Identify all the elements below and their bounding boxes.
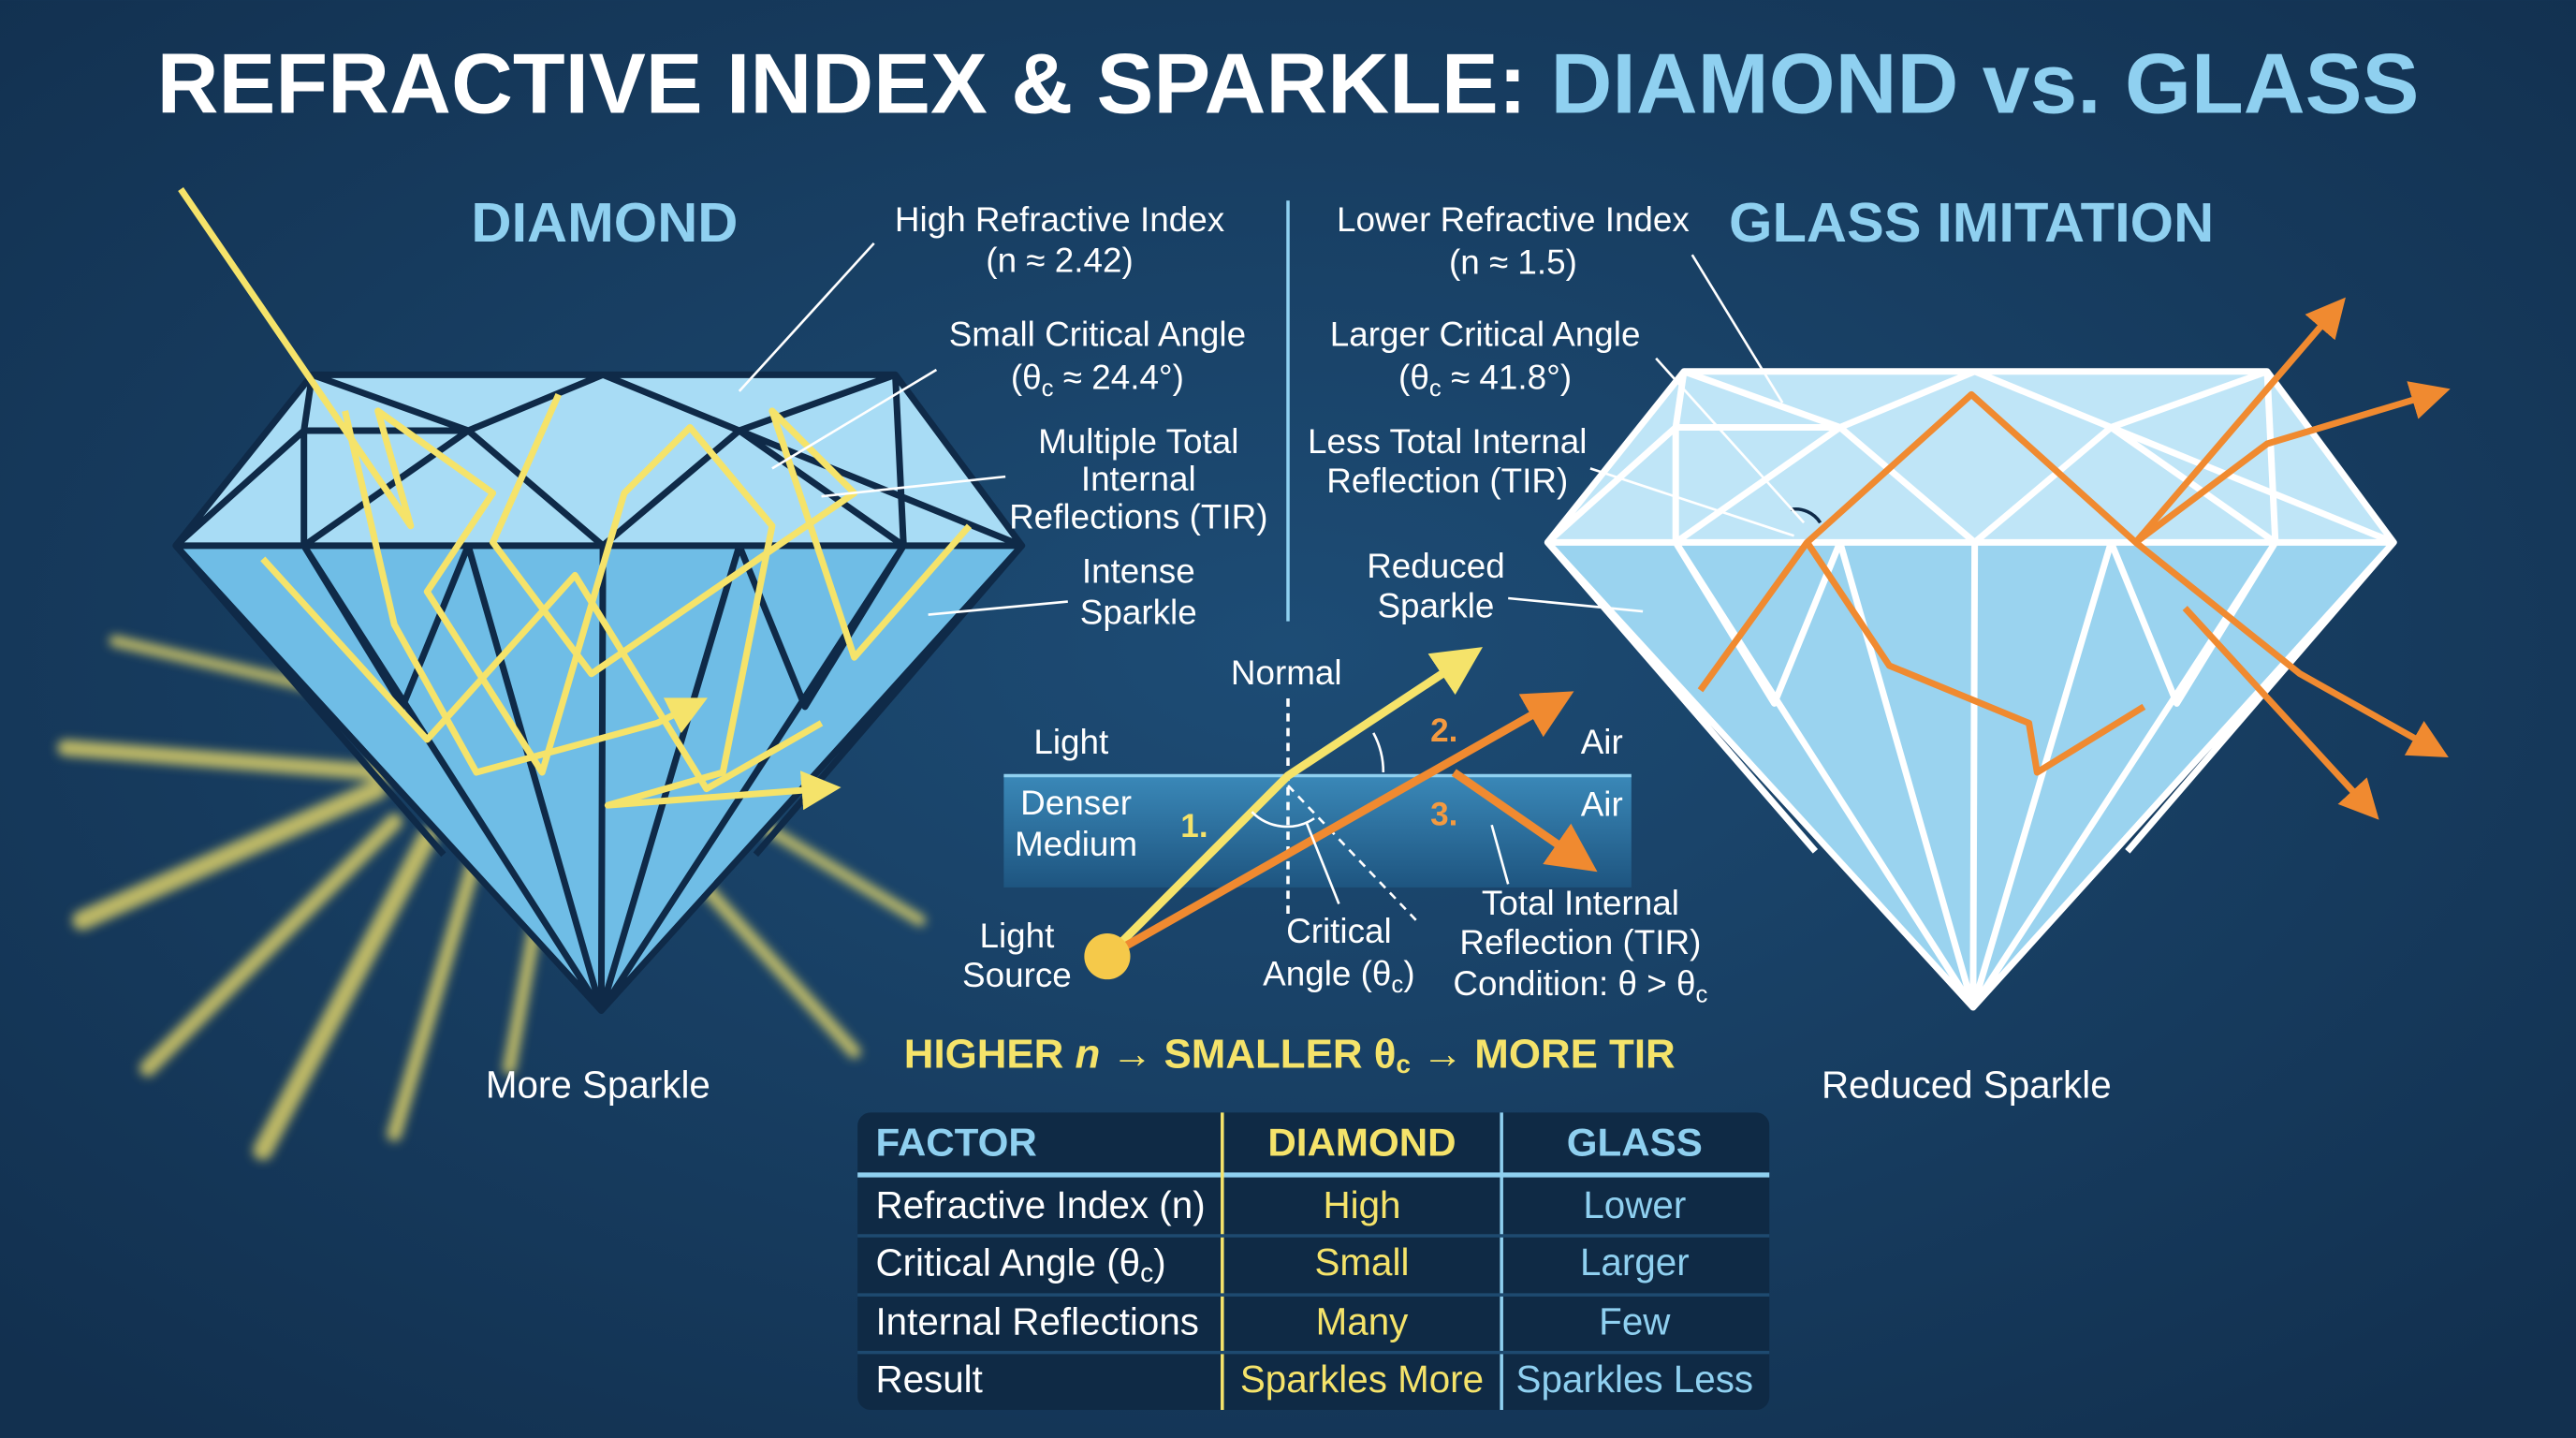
table-cell: Small <box>1315 1240 1410 1284</box>
critical-label-part: Angle (θ <box>1263 954 1391 992</box>
table-cell: Few <box>1599 1299 1671 1343</box>
table-cell: Result <box>875 1357 982 1401</box>
diamond-illustration <box>176 186 1022 1011</box>
table-header: FACTOR <box>875 1121 1036 1165</box>
diamond-heading: DIAMOND <box>471 191 738 254</box>
diamond-note-part: c <box>1042 375 1054 402</box>
table-header: GLASS <box>1567 1121 1703 1165</box>
glass-note: Lower Refractive Index <box>1337 200 1690 239</box>
diamond-note: Sparkle <box>1080 593 1197 631</box>
leader-lines <box>738 242 1806 616</box>
medium-label: Denser <box>1020 784 1132 822</box>
refraction-diagram <box>1003 647 1632 980</box>
diamond-note: Internal <box>1081 460 1196 498</box>
normal-label: Normal <box>1231 653 1342 692</box>
formula: HIGHER n → SMALLER θc → MORE TIR <box>904 1031 1676 1078</box>
tir-label: Total Internal <box>1482 884 1679 922</box>
tir-label: Reflection (TIR) <box>1459 923 1701 961</box>
air-label: Air <box>1581 785 1623 824</box>
light-label: Light <box>1033 723 1108 761</box>
formula-part: → SMALLER θ <box>1100 1031 1396 1077</box>
tir-label: Condition: θ > θc <box>1453 964 1707 1008</box>
table-cell: Larger <box>1580 1240 1690 1284</box>
formula-part: HIGHER <box>904 1031 1076 1077</box>
step-label: 2. <box>1430 712 1457 749</box>
table-cell: Refractive Index (n) <box>875 1183 1205 1226</box>
glass-note-part: (θ <box>1398 358 1429 396</box>
formula-part: → MORE TIR <box>1411 1031 1676 1077</box>
critical-label: Angle (θc) <box>1263 954 1414 998</box>
glass-heading: GLASS IMITATION <box>1729 191 2214 254</box>
diamond-note: (θc ≈ 24.4°) <box>1011 358 1184 402</box>
glass-note-part: ≈ 41.8°) <box>1442 358 1572 396</box>
glass-note: Larger Critical Angle <box>1330 315 1641 354</box>
critical-label-part: c <box>1391 972 1403 998</box>
diamond-note: Multiple Total <box>1038 422 1238 461</box>
medium-label: Medium <box>1015 825 1137 863</box>
glass-note: Reflection (TIR) <box>1326 462 1568 500</box>
table-cell: Lower <box>1583 1183 1686 1226</box>
diamond-note: (n ≈ 2.42) <box>986 242 1133 280</box>
glass-illustration <box>1547 297 2451 1007</box>
air-label: Air <box>1581 723 1623 761</box>
step-label: 1. <box>1180 808 1208 844</box>
table-cell: Internal Reflections <box>875 1299 1198 1343</box>
glass-note: Sparkle <box>1377 586 1494 624</box>
diamond-caption: More Sparkle <box>486 1064 710 1107</box>
table-cell: Sparkles More <box>1240 1357 1484 1401</box>
glass-note: Reduced <box>1367 547 1504 585</box>
title-highlight: DIAMOND vs. GLASS <box>1551 37 2420 132</box>
table-cell: Sparkles Less <box>1516 1357 1754 1401</box>
comparison-table <box>857 1112 1770 1411</box>
diamond-note: High Refractive Index <box>895 200 1225 239</box>
diamond-note: Small Critical Angle <box>949 315 1246 354</box>
step-label: 3. <box>1430 797 1457 833</box>
glass-note: (n ≈ 1.5) <box>1449 242 1577 281</box>
table-cell-part: ) <box>1153 1240 1165 1284</box>
table-cell: Critical Angle (θc) <box>875 1240 1165 1287</box>
diamond-note: Reflections (TIR) <box>1009 497 1267 536</box>
tir-label-part: c <box>1696 982 1708 1008</box>
glass-caption: Reduced Sparkle <box>1822 1064 2112 1107</box>
tir-label-part: Condition: θ > θ <box>1453 964 1695 1003</box>
critical-label: Critical <box>1286 912 1392 950</box>
title-main: REFRACTIVE INDEX & SPARKLE: <box>157 37 1527 132</box>
diamond-note: Intense <box>1082 551 1195 590</box>
glass-note-part: c <box>1429 375 1442 402</box>
table-cell-part: Critical Angle (θ <box>875 1240 1140 1284</box>
source-label: Source <box>962 956 1072 994</box>
diamond-note-part: ≈ 24.4°) <box>1054 358 1184 396</box>
title: REFRACTIVE INDEX & SPARKLE: DIAMOND vs. … <box>157 37 2420 132</box>
source-label: Light <box>979 917 1054 955</box>
glass-note: (θc ≈ 41.8°) <box>1398 358 1572 402</box>
formula-part: n <box>1076 1031 1101 1077</box>
table-cell: Many <box>1316 1299 1410 1343</box>
table-cell-part: c <box>1140 1258 1153 1288</box>
formula-part: c <box>1396 1050 1411 1079</box>
critical-label-part: ) <box>1403 954 1414 992</box>
table-cell: High <box>1323 1183 1400 1226</box>
table-header: DIAMOND <box>1267 1121 1456 1165</box>
diamond-note-part: (θ <box>1011 358 1042 396</box>
glass-note: Less Total Internal <box>1308 422 1587 461</box>
